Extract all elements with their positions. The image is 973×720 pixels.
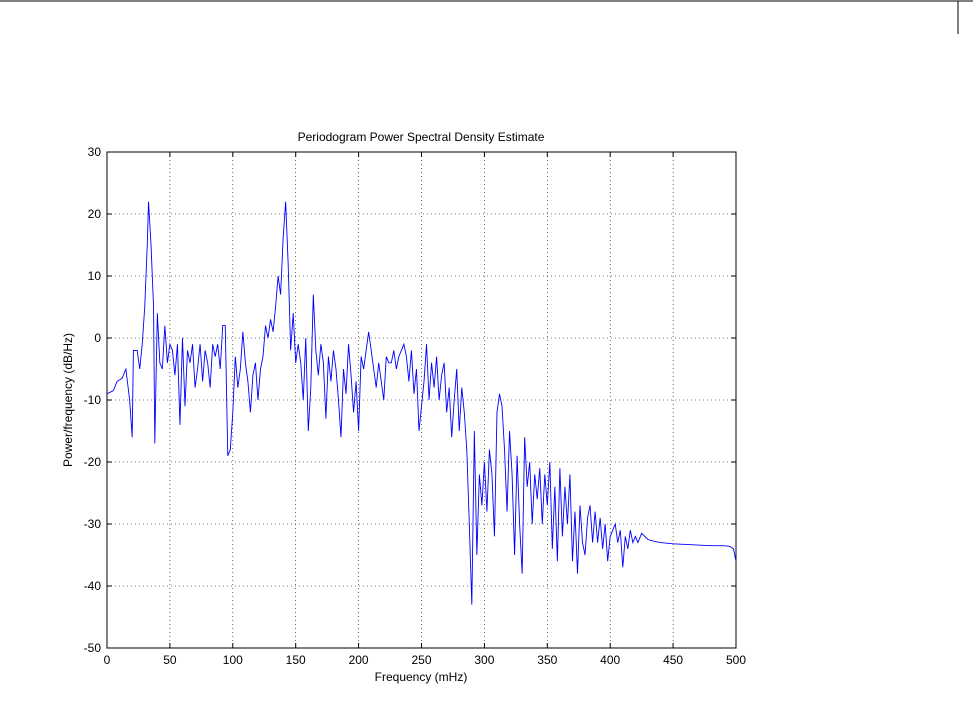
x-tick-label: 400 <box>600 653 620 667</box>
axes-box <box>106 151 737 649</box>
x-tick-label: 250 <box>411 653 431 667</box>
y-tick-label: 30 <box>88 145 102 159</box>
data-line <box>106 201 737 605</box>
y-tick-label: -20 <box>84 455 102 469</box>
y-tick-label: -50 <box>84 641 102 655</box>
y-axis-label: Power/frequency (dB/Hz) <box>61 333 75 467</box>
y-tick-label: 0 <box>94 331 101 345</box>
y-tick-label: 10 <box>88 269 102 283</box>
x-tick-label: 0 <box>104 653 111 667</box>
y-tick-label: -40 <box>84 579 102 593</box>
x-tick-label: 100 <box>223 653 243 667</box>
x-tick-label: 150 <box>286 653 306 667</box>
x-tick-label: 450 <box>663 653 683 667</box>
x-tick-label: 500 <box>726 653 746 667</box>
x-axis-label: Frequency (mHz) <box>375 670 468 684</box>
y-tick-label: 20 <box>88 207 102 221</box>
y-tick-label: -10 <box>84 393 102 407</box>
x-tick-label: 300 <box>474 653 494 667</box>
y-tick-label: -30 <box>84 517 102 531</box>
x-tick-label: 350 <box>537 653 557 667</box>
x-tick-label: 50 <box>163 653 177 667</box>
x-tick-label: 200 <box>349 653 369 667</box>
chart-title: Periodogram Power Spectral Density Estim… <box>298 130 545 144</box>
